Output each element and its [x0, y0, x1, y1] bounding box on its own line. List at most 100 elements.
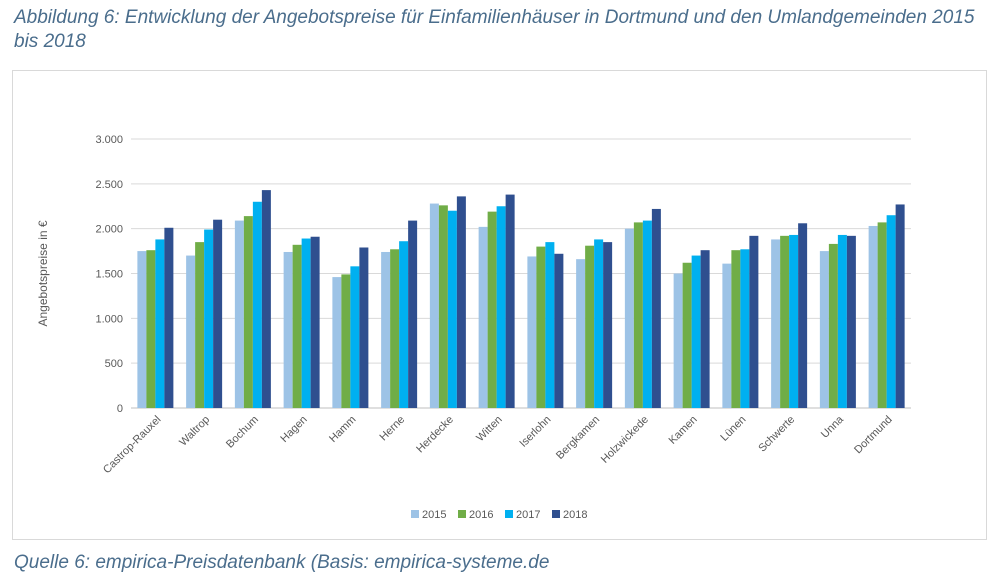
bar-2015-3	[283, 251, 293, 408]
x-tick-label: Unna	[819, 413, 847, 441]
bar-2017-9	[594, 239, 604, 408]
bar-2016-0	[146, 250, 156, 408]
bar-2016-9	[585, 245, 595, 408]
bar-2017-1	[204, 229, 214, 408]
bar-2016-15	[877, 222, 887, 408]
bar-2015-5	[381, 251, 391, 408]
y-axis-label: Angebotspreise in €	[36, 220, 50, 326]
bar-2015-4	[332, 277, 342, 408]
bar-2018-10	[651, 208, 661, 408]
figure-caption: Abbildung 6: Entwicklung der Angebotspre…	[14, 7, 975, 52]
bar-2017-8	[545, 242, 555, 408]
bar-2015-9	[576, 259, 586, 408]
bar-layer	[137, 190, 905, 408]
legend-label-2015: 2015	[422, 509, 446, 521]
bar-2015-7	[478, 226, 488, 408]
legend-swatch-2018	[552, 510, 560, 518]
bar-2017-13	[789, 234, 799, 408]
bar-2017-0	[155, 239, 165, 408]
bar-2017-5	[399, 241, 409, 408]
bar-2018-6	[456, 196, 466, 408]
bar-2018-5	[408, 220, 418, 408]
x-tick-label: Castrop-Rauxel	[101, 414, 164, 477]
bar-2015-6	[429, 203, 439, 408]
x-tick-label: Witten	[474, 414, 505, 445]
bar-chart: 0 500 1.000 1.500 2.000 2.500 3.000 Angebotspre…	[36, 134, 911, 521]
legend-swatch-2016	[458, 510, 466, 518]
bar-2016-12	[731, 250, 741, 408]
legend-label-2018: 2018	[563, 509, 587, 521]
y-tick-label: 1.500	[95, 269, 123, 281]
bar-2018-8	[554, 253, 564, 408]
bar-2015-11	[673, 273, 683, 408]
y-tick-label: 3.000	[95, 134, 123, 146]
bar-2017-3	[301, 238, 311, 408]
bar-2018-3	[310, 236, 320, 408]
bar-2017-14	[837, 234, 847, 408]
x-tick-label: Dortmund	[852, 414, 895, 457]
bar-2016-13	[780, 235, 790, 408]
bar-2018-7	[505, 194, 515, 408]
bar-2016-11	[682, 262, 692, 408]
legend-swatch-2017	[505, 510, 513, 518]
bar-2018-2	[261, 190, 271, 408]
bar-2016-1	[195, 242, 205, 408]
bar-2016-6	[438, 205, 448, 408]
bar-2015-10	[624, 228, 634, 408]
legend-swatch-2015	[411, 510, 419, 518]
bar-2016-14	[828, 243, 838, 408]
bar-2017-6	[447, 210, 457, 408]
bar-2017-7	[496, 206, 506, 408]
bar-2016-4	[341, 274, 351, 408]
bar-2017-2	[252, 201, 262, 408]
x-tick-label: Kamen	[667, 414, 700, 447]
x-tick-label: Waltrop	[177, 414, 212, 449]
bar-2018-9	[603, 242, 613, 408]
bar-2015-13	[771, 239, 781, 408]
bar-2015-14	[819, 251, 829, 408]
bar-2017-12	[740, 249, 750, 408]
bar-2018-4	[359, 247, 369, 408]
bar-2015-2	[234, 220, 244, 408]
bar-2018-1	[213, 219, 223, 408]
legend-label-2017: 2017	[516, 509, 540, 521]
x-tick-label: Iserlohn	[517, 414, 553, 450]
bar-2015-0	[137, 251, 147, 408]
bar-2015-12	[722, 263, 732, 408]
bar-2015-8	[527, 256, 537, 408]
bar-2016-10	[633, 222, 643, 408]
x-tick-label: Holzwickede	[599, 414, 651, 466]
legend: 2015 2016 2017 2018	[411, 509, 587, 521]
bar-2017-11	[691, 255, 701, 408]
bar-2018-14	[846, 235, 856, 408]
x-tick-label: Hagen	[278, 414, 309, 445]
bar-2017-4	[350, 266, 360, 408]
legend-label-2016: 2016	[469, 509, 493, 521]
bar-2016-2	[243, 216, 253, 408]
y-tick-label: 0	[117, 403, 123, 415]
bar-2016-3	[292, 244, 302, 408]
x-tick-label: Herne	[378, 414, 408, 444]
bar-2018-13	[798, 223, 808, 408]
bar-2018-11	[700, 250, 710, 408]
bar-2017-10	[642, 220, 652, 408]
x-tick-label: Lünen	[718, 414, 748, 444]
x-tick-label: Schwerte	[756, 414, 797, 455]
y-tick-label: 2.500	[95, 179, 123, 191]
x-tick-label: Bergkamen	[554, 414, 602, 462]
y-tick-label: 1.000	[95, 313, 123, 325]
source-note: Quelle 6: empirica-Preisdatenbank (Basis…	[14, 552, 550, 573]
bar-2018-12	[749, 235, 759, 408]
label-layer: Castrop-Rauxel Waltrop Bochum Hagen Hamm Hern…	[101, 413, 895, 476]
bar-2015-1	[186, 255, 196, 408]
x-tick-label: Herdecke	[414, 414, 456, 456]
x-tick-label: Hamm	[327, 414, 358, 445]
x-tick-label: Bochum	[224, 414, 261, 451]
bar-2016-8	[536, 246, 546, 408]
y-tick-label: 500	[105, 358, 123, 370]
bar-2018-15	[895, 204, 905, 408]
chart-container: 0 500 1.000 1.500 2.000 2.500 3.000 Angebotspre…	[12, 70, 987, 540]
y-tick-label: 2.000	[95, 224, 123, 236]
bar-2016-7	[487, 211, 497, 408]
bar-2017-15	[886, 215, 896, 408]
